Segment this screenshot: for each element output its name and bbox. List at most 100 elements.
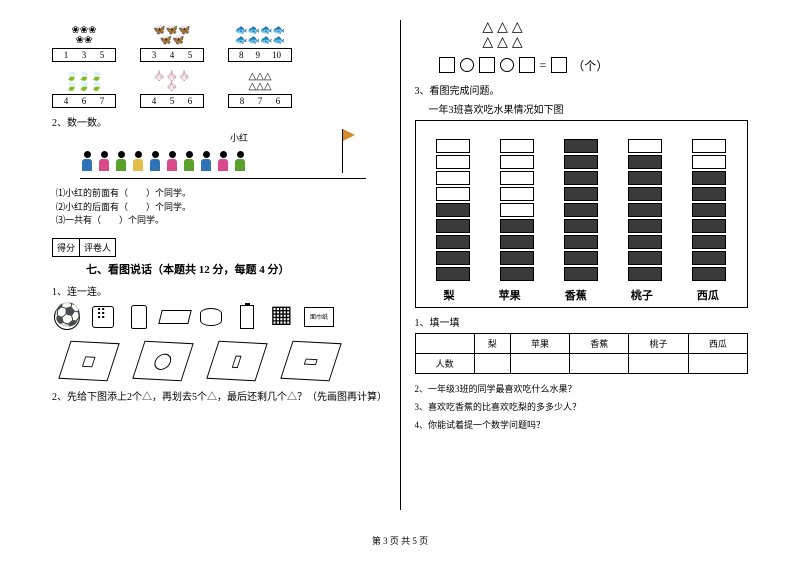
count-group: △△△△△△876: [228, 66, 292, 108]
fruit-label: 桃子: [631, 287, 653, 303]
equals-sign: =: [540, 58, 547, 73]
queue-questions: ⑴小红的前面有（ ）个同学。⑵小红的后面有（ ）个同学。⑶一共有（ ）个同学。: [52, 187, 386, 228]
proj-cube-icon: ◻: [58, 340, 119, 381]
page-footer: 第 3 页 共 5 页: [0, 530, 800, 547]
person-icon: [131, 151, 145, 177]
count-number: 3: [152, 50, 157, 60]
bar-cell: [564, 187, 598, 201]
table-data-cell[interactable]: [570, 353, 629, 373]
bar-cell: [436, 251, 470, 265]
count-group: 🧄🧄🧄🧄456: [140, 66, 204, 108]
bar-cell: [564, 251, 598, 265]
count-icons: ❀❀❀❀❀: [71, 20, 96, 46]
question-line: 4、你能试着提一个数学问题吗？: [415, 418, 749, 431]
bar-cell: [436, 219, 470, 233]
question-list: 2、一年级3班的同学最喜欢吃什么水果？ 3、喜欢吃香蕉的比喜欢吃梨的多多少人？ 4、…: [415, 382, 749, 431]
bar-cell: [692, 139, 726, 153]
ground-line: [80, 178, 366, 179]
triangle-row-2: △△△: [435, 35, 575, 50]
count-number: 4: [170, 50, 175, 60]
bar-cell: [628, 203, 662, 217]
queue-illustration: 小红: [80, 133, 386, 185]
table-header-cell: 苹果: [510, 333, 569, 353]
eraser-icon: [160, 302, 190, 332]
person-icon: [216, 151, 230, 177]
bar-column: [628, 139, 662, 281]
count-number: 7: [258, 96, 263, 106]
soccer-ball-icon: [52, 302, 82, 332]
fruit-label: 梨: [444, 287, 455, 303]
person-icon: [199, 151, 213, 177]
bar-cell: [692, 155, 726, 169]
person-icon: [80, 151, 94, 177]
equation-row: = （个）: [439, 57, 749, 74]
count-number: 3: [82, 50, 87, 60]
count-icons: 🐟🐟🐟🐟🐟🐟🐟🐟: [235, 20, 285, 46]
q1-connect-label: 1、连一连。: [52, 283, 386, 298]
person-icon: [165, 151, 179, 177]
fruit-label: 西瓜: [697, 287, 719, 303]
person-icon: [114, 151, 128, 177]
proj-sphere-icon: ◯: [132, 340, 193, 381]
projection-row: ◻ ◯ ▯ ▭: [52, 342, 386, 380]
bar-cell: [628, 155, 662, 169]
grader-label: 评卷人: [80, 239, 115, 256]
count-number: 8: [240, 96, 245, 106]
bar-cell: [692, 171, 726, 185]
table-row-label: 人数: [415, 353, 474, 373]
table-data-cell[interactable]: [688, 353, 747, 373]
bar-cell: [692, 203, 726, 217]
person-icon: [182, 151, 196, 177]
table-header-cell: 西瓜: [688, 333, 747, 353]
blank-box-icon: [439, 57, 455, 73]
count-icons: 🍃🍃🍃🍃🍃🍃: [65, 66, 102, 92]
bar-cell: [628, 251, 662, 265]
bar-cell: [500, 139, 534, 153]
blank-box-icon: [479, 57, 495, 73]
count-number: 9: [256, 50, 261, 60]
operator-circle-icon: [460, 58, 474, 72]
count-box: 1 3 5: [52, 48, 116, 62]
table-header-cell: 梨: [474, 333, 510, 353]
blank-box-icon: [519, 57, 535, 73]
bar-cell: [436, 155, 470, 169]
fruit-table: 梨苹果香蕉桃子西瓜 人数: [415, 333, 749, 374]
fruit-label: 香蕉: [565, 287, 587, 303]
count-number: 1: [64, 50, 69, 60]
bar-column: [500, 139, 534, 281]
bar-cell: [500, 155, 534, 169]
battery-icon: [232, 302, 262, 332]
question-line: 3、喜欢吃香蕉的比喜欢吃梨的多多少人？: [415, 400, 749, 413]
count-number: 4: [64, 96, 69, 106]
table-corner: [415, 333, 474, 353]
can-icon: [124, 302, 154, 332]
bar-cell: [436, 171, 470, 185]
bar-cell: [692, 267, 726, 281]
count-number: 5: [100, 50, 105, 60]
count-number: 10: [272, 50, 281, 60]
bar-cell: [500, 171, 534, 185]
question-line: 2、一年级3班的同学最喜欢吃什么水果？: [415, 382, 749, 395]
q2b-label: 2、先给下图添上2个△，再划去5个△，最后还剩几个△？（先画图再计算）: [52, 388, 386, 403]
counting-row-2: 🍃🍃🍃🍃🍃🍃467🧄🧄🧄🧄456△△△△△△876: [52, 66, 386, 108]
dice-icon: [88, 302, 118, 332]
bar-cell: [500, 235, 534, 249]
count-box: 876: [228, 94, 292, 108]
unit-label: （个）: [572, 57, 608, 74]
bar-cell: [500, 251, 534, 265]
count-box: 8910: [228, 48, 292, 62]
objects-row: 面巾纸: [52, 302, 386, 332]
table-data-cell[interactable]: [510, 353, 569, 373]
table-data-cell[interactable]: [474, 353, 510, 373]
count-number: 6: [188, 96, 193, 106]
bar-cell: [564, 203, 598, 217]
bar-cell: [692, 251, 726, 265]
bar-cell: [436, 187, 470, 201]
column-divider: [400, 20, 401, 510]
count-group: ❀❀❀❀❀1 3 5: [52, 20, 116, 62]
bar-cell: [564, 139, 598, 153]
table-data-cell[interactable]: [629, 353, 688, 373]
person-icon: [148, 151, 162, 177]
count-box: 345: [140, 48, 204, 62]
proj-cylinder-icon: ▯: [206, 340, 267, 381]
